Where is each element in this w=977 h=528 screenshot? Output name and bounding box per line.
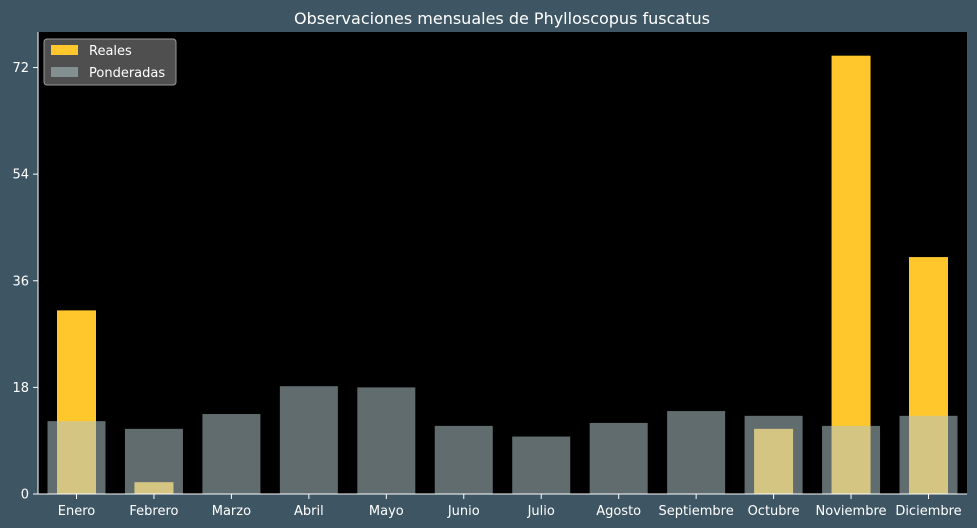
x-tick-label: Enero <box>58 504 96 519</box>
bar-ponderadas-julio <box>512 436 571 494</box>
bar-ponderadas-abril <box>279 386 338 494</box>
bar-ponderadas-mayo <box>357 387 416 494</box>
x-tick-label: Julio <box>527 504 555 519</box>
x-tick-label: Noviembre <box>816 504 887 519</box>
x-tick-label: Febrero <box>129 504 178 519</box>
bar-reales-noviembre <box>831 55 871 494</box>
x-tick-label: Diciembre <box>895 504 961 519</box>
legend: Reales Ponderadas <box>43 38 177 86</box>
y-axis: 0 18 36 54 72 <box>12 32 39 503</box>
bar-ponderadas-noviembre <box>822 425 881 494</box>
bar-ponderadas-enero <box>47 421 106 494</box>
bar-ponderadas-diciembre <box>899 415 958 494</box>
legend-swatch-reales <box>51 45 78 55</box>
bar-ponderadas-junio <box>434 425 493 494</box>
bar-ponderadas-septiembre <box>667 411 726 494</box>
bar-ponderadas-agosto <box>589 422 648 494</box>
y-tick-label: 18 <box>12 381 29 396</box>
y-tick-label: 72 <box>12 61 29 76</box>
bar-ponderadas-marzo <box>202 414 261 494</box>
y-tick-label: 36 <box>12 274 29 289</box>
bar-ponderadas-octubre <box>744 415 803 494</box>
x-tick-label: Agosto <box>596 504 641 519</box>
plot-area <box>38 32 967 494</box>
x-tick-label: Abril <box>294 504 324 519</box>
legend-swatch-ponderadas <box>51 67 78 77</box>
x-tick-label: Octubre <box>748 504 800 519</box>
weighted-series-bars <box>47 386 958 494</box>
chart-title: Observaciones mensuales de Phylloscopus … <box>294 9 710 28</box>
x-axis: Enero Febrero Marzo Abril Mayo Junio Julio Agos… <box>38 493 967 519</box>
legend-label-ponderadas: Ponderadas <box>89 66 165 81</box>
y-tick-label: 54 <box>12 168 29 183</box>
y-tick-label: 0 <box>21 488 29 503</box>
x-tick-label: Septiembre <box>659 504 734 519</box>
x-tick-label: Junio <box>447 504 480 519</box>
x-tick-label: Marzo <box>212 504 251 519</box>
legend-label-reales: Reales <box>89 44 132 59</box>
x-tick-label: Mayo <box>369 504 404 519</box>
bar-ponderadas-febrero <box>124 428 183 494</box>
